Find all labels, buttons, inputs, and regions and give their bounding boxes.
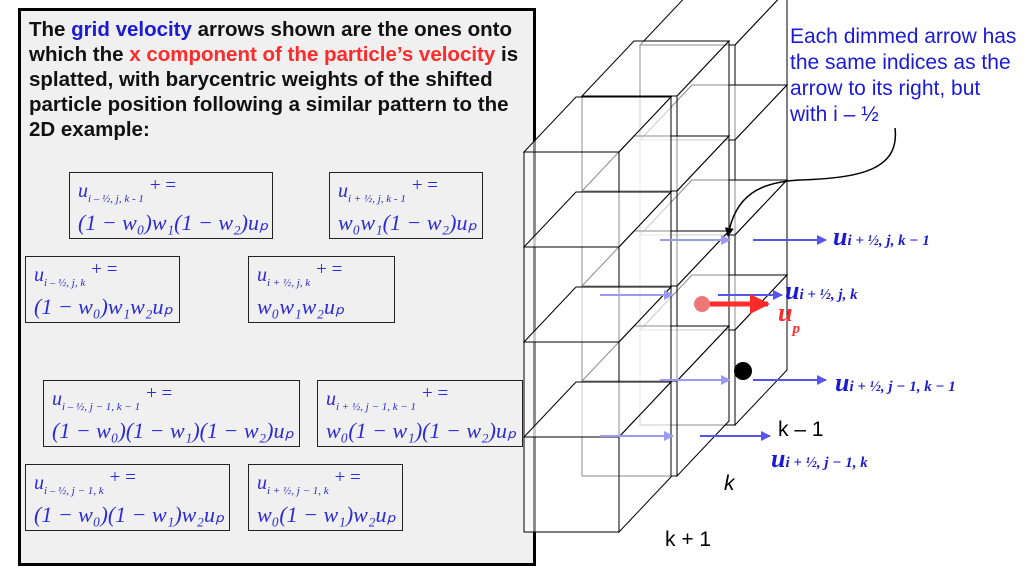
formula-subscript: i + ½, j, k - 1 — [348, 193, 406, 205]
label-symbol: u — [785, 276, 800, 305]
label-u-i-half-j-k: ui + ½, j, k — [785, 276, 858, 306]
formula-symbol: u — [52, 388, 62, 410]
particle-dot — [694, 296, 710, 312]
formula-subscript: i – ½, j − 1, k − 1 — [62, 401, 141, 413]
formula-subscript: i + ½, j − 1, k — [267, 485, 329, 497]
label-subscript: p — [792, 321, 800, 337]
note-pointer-line — [724, 127, 897, 237]
grid-cube — [522, 380, 673, 534]
formula-operator: + = — [91, 259, 118, 280]
formula-operator: + = — [316, 259, 343, 280]
formula-expression: (1 − w₀)(1 − w₁)(1 − w₂)uₚ — [52, 418, 294, 443]
formula-box: ui + ½, j − 1, k − 1 + = w₀(1 − w₁)(1 − w… — [317, 380, 523, 447]
formula-expression: (1 − w₀)w₁w₂uₚ — [34, 294, 173, 319]
label-subscript: i + ½, j, k — [799, 287, 858, 303]
formula-expression: w₀(1 − w₁)(1 − w₂)uₚ — [326, 418, 517, 443]
label-u-i-half-j-1-k-1: ui + ½, j − 1, k − 1 — [835, 368, 956, 398]
velocity-arrows — [600, 235, 827, 441]
formula-operator: + = — [149, 175, 177, 196]
formula-symbol: u — [34, 264, 44, 286]
formula-box: ui + ½, j − 1, k + = w₀(1 − w₁)w₂uₚ — [248, 464, 403, 531]
formula-symbol: u — [34, 472, 44, 494]
k-label: k — [724, 472, 735, 495]
formula-subscript: i – ½, j, k - 1 — [88, 193, 144, 205]
formula-symbol: u — [338, 180, 348, 202]
formula-box: ui + ½, j, k + = w₀w₁w₂uₚ — [248, 256, 395, 323]
formula-box: ui – ½, j, k - 1 + = (1 − w₀)w₁(1 − w₂)uₚ — [69, 172, 273, 239]
label-u-i-half-j-k-1: ui + ½, j, k − 1 — [833, 222, 930, 252]
formula-operator: + = — [109, 467, 136, 488]
k-plus-1-label: k + 1 — [665, 528, 712, 551]
formula-operator: + = — [422, 383, 449, 404]
formula-symbol: u — [78, 180, 88, 202]
label-symbol: u — [778, 298, 793, 327]
formula-subscript: i – ½, j − 1, k — [44, 485, 104, 497]
formula-operator: + = — [146, 383, 173, 404]
label-u-i-half-j-1-k: ui + ½, j − 1, k — [771, 444, 868, 474]
formula-expression: (1 − w₀)(1 − w₁)w₂uₚ — [34, 502, 225, 527]
note-text: Each dimmed arrow has the same indices a… — [790, 25, 1017, 126]
label-subscript: i + ½, j − 1, k − 1 — [849, 379, 956, 395]
label-symbol: u — [771, 444, 786, 473]
formula-symbol: u — [257, 264, 267, 286]
k-minus-1-label: k – 1 — [778, 418, 824, 441]
formula-subscript: i + ½, j − 1, k − 1 — [336, 401, 417, 413]
formula-operator: + = — [334, 467, 361, 488]
formula-expression: w₀w₁w₂uₚ — [257, 294, 345, 319]
formula-expression: (1 − w₀)w₁(1 − w₂)uₚ — [78, 210, 269, 235]
formula-expression: w₀(1 − w₁)w₂uₚ — [257, 502, 396, 527]
formula-subscript: i + ½, j, k — [267, 277, 311, 289]
formula-expression: w₀w₁(1 − w₂)uₚ — [338, 210, 477, 235]
cube-stack — [522, 0, 789, 534]
intro-text: The grid velocity arrows shown are the o… — [29, 17, 534, 142]
formula-box: ui – ½, j − 1, k − 1 + = (1 − w₀)(1 − w₁)… — [43, 380, 300, 447]
label-subscript: i + ½, j − 1, k — [785, 455, 868, 471]
intro-part: is splatted, with barycentric weights of… — [29, 43, 519, 141]
intro-particle-velocity: x component of the particle’s velocity — [129, 43, 496, 66]
formula-symbol: u — [257, 472, 267, 494]
intro-part: The — [29, 18, 72, 41]
label-symbol: u — [835, 368, 850, 397]
formula-box: ui – ½, j, k + = (1 − w₀)w₁w₂uₚ — [25, 256, 180, 323]
label-u-p: up — [778, 298, 800, 338]
intro-grid-velocity: grid velocity — [71, 18, 192, 41]
label-subscript: i + ½, j, k − 1 — [847, 233, 930, 249]
formula-box: ui – ½, j − 1, k + = (1 − w₀)(1 − w₁)w₂uₚ — [25, 464, 230, 531]
formula-operator: + = — [411, 175, 439, 196]
formula-subscript: i – ½, j, k — [44, 277, 86, 289]
grid-point-dot — [734, 362, 752, 380]
label-symbol: u — [833, 222, 848, 251]
intro-part: arrows shown are the ones onto which the — [29, 18, 513, 66]
formula-box: ui + ½, j, k - 1 + = w₀w₁(1 − w₂)uₚ — [329, 172, 483, 239]
formula-symbol: u — [326, 388, 336, 410]
explanation-panel: The grid velocity arrows shown are the o… — [18, 8, 536, 566]
